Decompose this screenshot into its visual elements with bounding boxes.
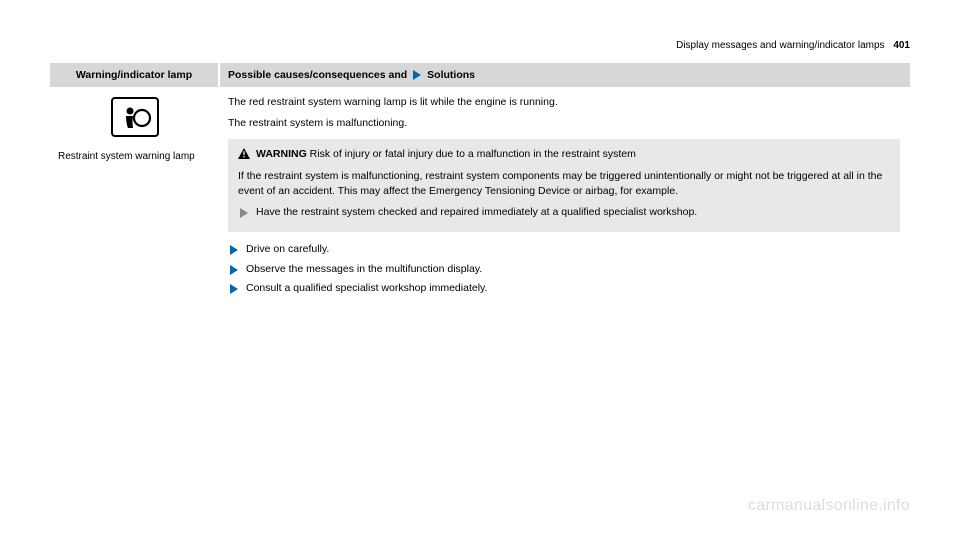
warning-table: Warning/indicator lamp Restraint system … bbox=[50, 63, 910, 308]
page-number: 401 bbox=[893, 40, 910, 51]
warning-action: Have the restraint system checked and re… bbox=[256, 205, 697, 220]
warning-body: If the restraint system is malfunctionin… bbox=[238, 169, 890, 199]
watermark: carmanualsonline.info bbox=[748, 497, 910, 515]
arrow-right-icon bbox=[240, 208, 248, 218]
action-row: Observe the messages in the multifunctio… bbox=[228, 262, 900, 277]
arrow-right-icon bbox=[230, 284, 238, 294]
action-text: Consult a qualified specialist workshop … bbox=[246, 281, 487, 296]
warning-title-row: WARNING Risk of injury or fatal injury d… bbox=[238, 147, 890, 164]
warning-title: Risk of injury or fatal injury due to a … bbox=[310, 148, 636, 160]
col2-cell: The red restraint system warning lamp is… bbox=[220, 87, 910, 308]
column-right: Possible causes/consequences and Solutio… bbox=[220, 63, 910, 308]
col2-header: Possible causes/consequences and Solutio… bbox=[220, 63, 910, 87]
arrow-right-icon bbox=[230, 245, 238, 255]
intro-line-1: The red restraint system warning lamp is… bbox=[228, 95, 900, 110]
col2-header-prefix: Possible causes/consequences and bbox=[228, 69, 407, 81]
warning-action-row: Have the restraint system checked and re… bbox=[238, 205, 890, 220]
page-header: Display messages and warning/indicator l… bbox=[50, 40, 910, 51]
warning-label: WARNING bbox=[256, 148, 307, 160]
arrow-right-icon bbox=[230, 265, 238, 275]
action-row: Drive on carefully. bbox=[228, 242, 900, 257]
col1-cell: Restraint system warning lamp bbox=[50, 87, 220, 171]
section-title: Display messages and warning/indicator l… bbox=[676, 40, 884, 51]
warning-triangle-icon bbox=[238, 148, 250, 164]
col2-header-suffix: Solutions bbox=[427, 69, 475, 81]
icon-label: Restraint system warning lamp bbox=[58, 150, 212, 163]
col1-header: Warning/indicator lamp bbox=[50, 63, 220, 87]
warning-heading: WARNING Risk of injury or fatal injury d… bbox=[256, 147, 636, 162]
restraint-warning-icon bbox=[111, 97, 159, 137]
column-left: Warning/indicator lamp Restraint system … bbox=[50, 63, 220, 308]
action-text: Observe the messages in the multifunctio… bbox=[246, 262, 482, 277]
warning-box: WARNING Risk of injury or fatal injury d… bbox=[228, 139, 900, 232]
action-row: Consult a qualified specialist workshop … bbox=[228, 281, 900, 296]
intro-line-2: The restraint system is malfunctioning. bbox=[228, 116, 900, 131]
action-text: Drive on carefully. bbox=[246, 242, 329, 257]
arrow-right-icon bbox=[413, 70, 421, 80]
